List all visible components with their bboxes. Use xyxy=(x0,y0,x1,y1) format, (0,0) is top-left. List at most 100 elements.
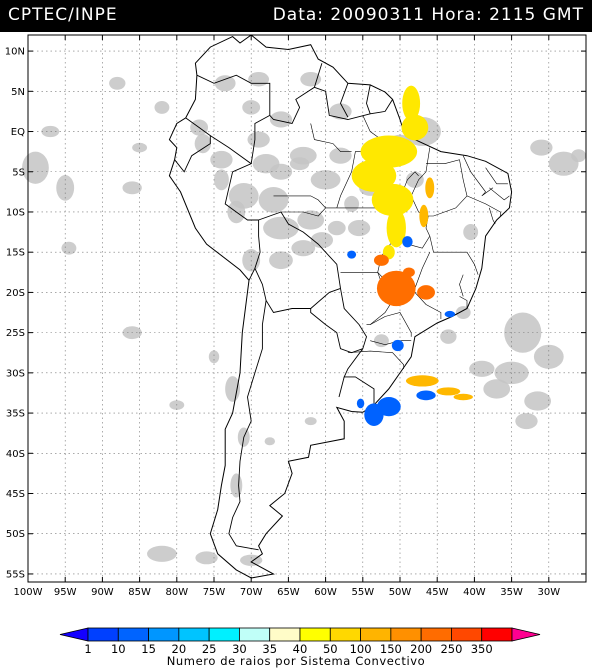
date-value: 20090311 xyxy=(330,5,425,25)
state-border xyxy=(273,195,337,209)
colorbar-segment xyxy=(360,627,392,642)
country-border xyxy=(228,300,267,551)
state-border xyxy=(459,274,464,297)
convective-system xyxy=(453,393,473,401)
convective-system xyxy=(402,85,421,122)
lon-tick-label: 30W xyxy=(537,587,560,598)
cloud-patch xyxy=(405,171,424,188)
colorbar-label: 100 xyxy=(350,642,372,656)
cloud-patch xyxy=(214,75,236,92)
colorbar-segment xyxy=(390,627,422,642)
lightning-map: 10N 5N EQ 5S 10S 15S 20S 25S 30S 35S 40S 45S 50S 55S 1… xyxy=(5,34,587,598)
cloud-cover-layer xyxy=(22,72,586,566)
colorbar-segment xyxy=(420,627,452,642)
state-border xyxy=(485,167,508,185)
lat-tick-label: 50S xyxy=(6,529,25,540)
cloud-patch xyxy=(297,210,325,230)
convective-system xyxy=(444,310,456,318)
axis-labels: 10N 5N EQ 5S 10S 15S 20S 25S 30S 35S 40S 45S 50S 55S 1… xyxy=(5,47,560,598)
convective-system xyxy=(402,267,415,278)
cloud-patch xyxy=(533,344,564,369)
lon-tick-label: 65W xyxy=(277,587,300,598)
cloud-patch xyxy=(269,111,293,128)
colorbar-segment xyxy=(299,627,331,642)
cloud-patch xyxy=(291,240,316,257)
convective-system xyxy=(416,390,436,401)
convective-system xyxy=(402,236,413,248)
colorbar-segment xyxy=(239,627,271,642)
cloud-patch xyxy=(463,224,479,241)
colorbar-segment xyxy=(148,627,180,642)
cloud-patch xyxy=(264,437,276,446)
lon-tick-label: 70W xyxy=(240,587,263,598)
convective-system xyxy=(419,204,429,228)
colorbar-labels: 1 10 15 20 25 30 35 40 50 100 150 200 250 350 xyxy=(84,642,492,656)
colorbar-segment xyxy=(329,627,361,642)
convective-system xyxy=(373,254,389,266)
date-label: Data: xyxy=(272,5,325,25)
cloud-patch xyxy=(548,151,579,176)
cloud-patch xyxy=(504,312,542,353)
cloud-patch xyxy=(329,103,352,120)
country-border xyxy=(310,288,367,354)
lon-tick-label: 55W xyxy=(351,587,374,598)
lon-tick-label: 100W xyxy=(14,587,43,598)
cloud-patch xyxy=(329,147,352,164)
cloud-patch xyxy=(154,100,170,114)
country-border xyxy=(343,348,375,405)
land-outlines xyxy=(168,34,513,579)
state-border xyxy=(370,340,412,346)
colorbar-segment xyxy=(451,627,483,642)
lat-tick-label: 35S xyxy=(6,409,25,420)
cloud-patch xyxy=(440,329,457,344)
cloud-patch xyxy=(208,350,220,364)
colorbar-segment xyxy=(178,627,210,642)
lon-tick-label: 35W xyxy=(500,587,523,598)
datetime-stamp: Data: 20090311 Hora: 2115 GMT xyxy=(273,5,584,25)
colorbar-segment xyxy=(87,627,119,642)
cloud-patch xyxy=(571,149,586,163)
cloud-patch xyxy=(269,251,293,270)
colorbar-label: 30 xyxy=(232,642,247,656)
lon-tick-label: 80W xyxy=(165,587,188,598)
lat-tick-label: 55S xyxy=(6,569,25,580)
cloud-patch xyxy=(214,169,229,191)
lon-tick-label: 90W xyxy=(91,587,114,598)
convective-system xyxy=(351,159,397,192)
colorbar-label: 20 xyxy=(172,642,187,656)
colorbar-label: 350 xyxy=(471,642,493,656)
cloud-patch xyxy=(327,220,346,236)
convective-system xyxy=(360,135,418,168)
colorbar-segment xyxy=(208,627,240,642)
cloud-patch xyxy=(195,551,218,565)
state-border xyxy=(425,215,479,275)
lat-tick-label: 45S xyxy=(6,489,25,500)
cloud-patch xyxy=(56,174,75,201)
cloud-patch xyxy=(122,181,142,195)
lon-tick-label: 85W xyxy=(128,587,151,598)
colorbar-label: 10 xyxy=(111,642,126,656)
state-border xyxy=(466,195,501,216)
colorbar-label: 50 xyxy=(323,642,338,656)
lon-tick-label: 95W xyxy=(54,587,77,598)
map-header: CPTEC/INPE Data: 20090311 Hora: 2115 GMT xyxy=(0,0,592,32)
lon-tick-label: 50W xyxy=(389,587,412,598)
state-border xyxy=(459,296,468,309)
lat-tick-label: 20S xyxy=(6,288,25,299)
country-border xyxy=(366,84,371,114)
lat-tick-label: EQ xyxy=(11,127,25,138)
colorbar-label: 35 xyxy=(262,642,277,656)
colorbar-segment xyxy=(269,627,301,642)
state-border xyxy=(426,159,468,217)
lon-tick-label: 45W xyxy=(426,587,449,598)
convective-system xyxy=(347,250,357,259)
lat-tick-label: 30S xyxy=(6,368,25,379)
state-border xyxy=(281,207,326,217)
cloud-patch xyxy=(194,133,212,154)
convective-system xyxy=(425,177,435,199)
lon-tick-label: 40W xyxy=(463,587,486,598)
convective-system xyxy=(405,375,439,387)
colorbar-label: 150 xyxy=(380,642,402,656)
cloud-patch xyxy=(41,125,60,138)
country-border xyxy=(314,86,393,120)
